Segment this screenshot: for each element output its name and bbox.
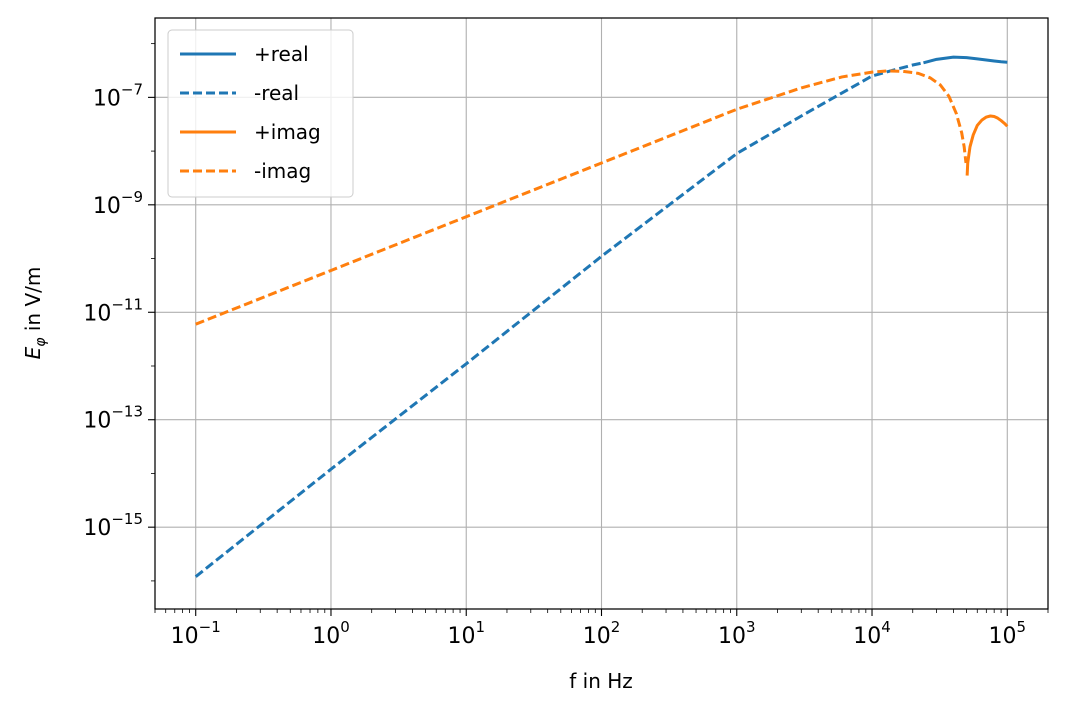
y-tick-label-base: 10 <box>83 409 111 434</box>
x-tick-label-exponent: 2 <box>611 618 621 636</box>
y-tick-label-base: 10 <box>93 194 121 219</box>
x-tick-label-exponent: −1 <box>199 618 221 636</box>
legend-label-minus-real: -real <box>254 81 299 105</box>
series-lines <box>194 55 1009 578</box>
x-tick-label-exponent: 1 <box>475 618 485 636</box>
x-tick-label: 104 <box>853 618 891 649</box>
y-tick-label: 10−7 <box>93 80 143 111</box>
y-tick-label: 10−11 <box>83 295 143 326</box>
x-tick-label: 103 <box>718 618 756 649</box>
y-tick-label: 10−9 <box>93 188 143 219</box>
y-tick-label-exponent: −11 <box>111 295 143 313</box>
legend-box <box>167 29 354 198</box>
y-tick-label-exponent: −7 <box>121 80 143 98</box>
legend-label-plus-real: +real <box>254 42 309 66</box>
x-tick-label-base: 10 <box>312 624 340 649</box>
y-axis-label-subscript: φ <box>33 337 49 347</box>
x-tick-label: 100 <box>312 618 350 649</box>
y-axis-label-unit: in V/m <box>21 267 45 338</box>
y-tick-label-exponent: −15 <box>111 510 143 528</box>
x-tick-label-base: 10 <box>447 624 475 649</box>
y-tick-label-base: 10 <box>83 301 111 326</box>
x-tick-label-base: 10 <box>718 624 746 649</box>
x-tick-label-exponent: 0 <box>340 618 350 636</box>
x-tick-label-exponent: 5 <box>1017 618 1027 636</box>
axis-ticks <box>148 43 1049 616</box>
x-tick-labels: 10−1 100 101 102 103 104 105 <box>171 618 1026 649</box>
x-tick-label-base: 10 <box>853 624 881 649</box>
x-tick-label: 102 <box>583 618 621 649</box>
y-tick-label-exponent: −13 <box>111 403 143 421</box>
x-tick-label: 105 <box>989 618 1027 649</box>
y-tick-label-exponent: −9 <box>121 188 143 206</box>
y-tick-label: 10−15 <box>83 510 143 541</box>
series-line-plus-real <box>923 55 1008 65</box>
x-tick-label-exponent: 3 <box>746 618 756 636</box>
x-tick-label-base: 10 <box>989 624 1017 649</box>
y-axis-label: Eφ in V/m <box>21 267 49 360</box>
y-tick-label-base: 10 <box>83 516 111 541</box>
x-tick-label: 101 <box>447 618 485 649</box>
x-tick-label: 10−1 <box>171 618 221 649</box>
x-tick-label-base: 10 <box>171 624 199 649</box>
y-tick-label: 10−13 <box>83 403 143 434</box>
y-tick-label-base: 10 <box>93 86 121 111</box>
legend: +real -real +imag -imag <box>167 29 354 198</box>
series-line-minus-imag <box>195 69 968 326</box>
y-axis-label-symbol: E <box>21 346 45 359</box>
legend-label-plus-imag: +imag <box>254 120 321 144</box>
series-line-minus-real <box>194 61 924 578</box>
x-tick-label-base: 10 <box>583 624 611 649</box>
legend-label-minus-imag: -imag <box>254 159 311 183</box>
series-line-plus-imag <box>965 114 1009 176</box>
x-tick-label-exponent: 4 <box>881 618 891 636</box>
x-axis-label: f in Hz <box>569 669 633 693</box>
legend-items: +real -real +imag -imag <box>180 42 321 183</box>
